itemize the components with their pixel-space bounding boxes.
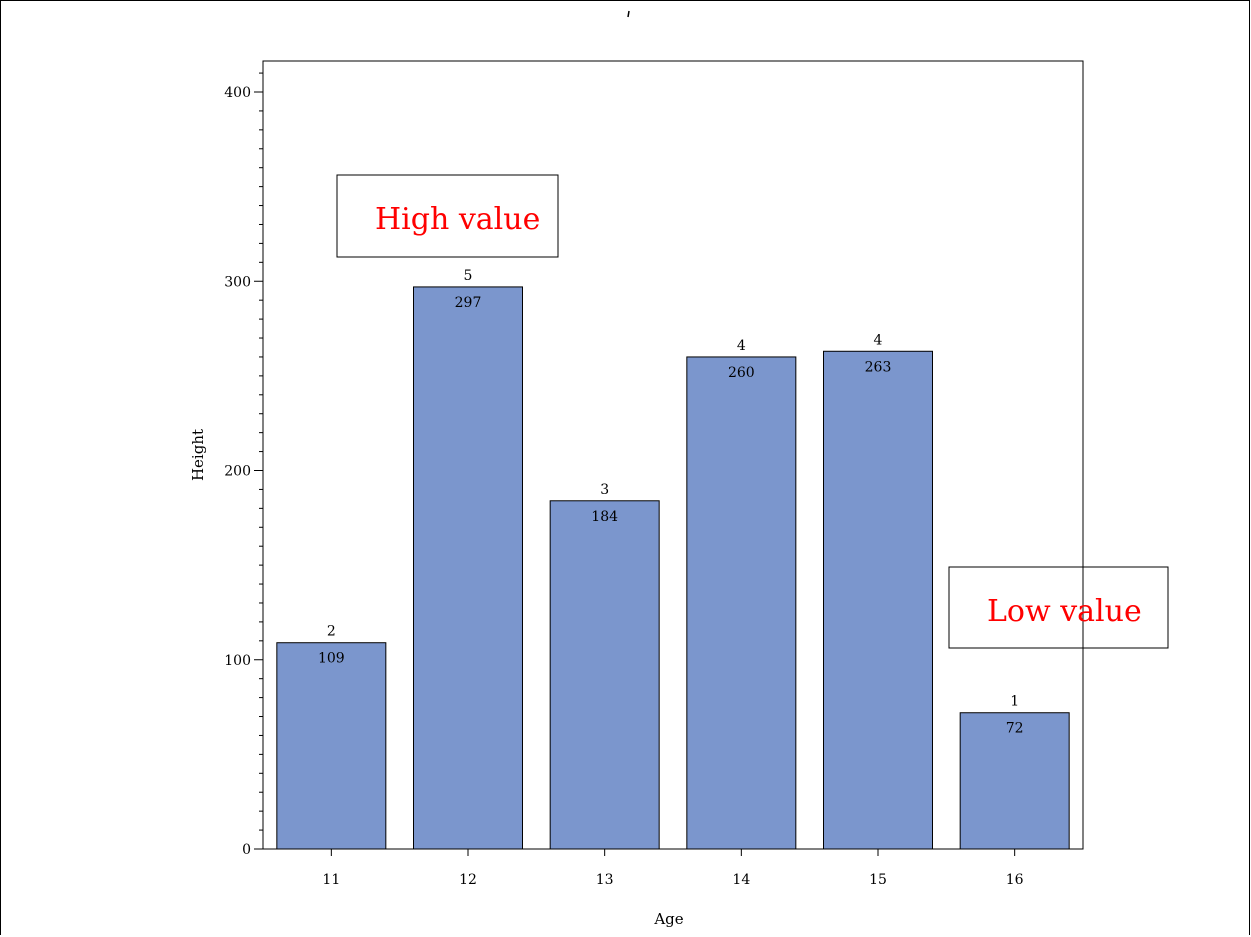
bar-count-label: 1 [1010,694,1019,710]
y-tick-label: 0 [242,842,251,858]
y-tick-label: 200 [224,464,251,480]
bar-14 [686,356,797,850]
bar-13 [549,500,660,850]
x-tick-label: 12 [459,872,477,888]
bar-count-label: 4 [874,332,883,348]
bar-count-label: 4 [737,338,746,354]
bar-value-label: 260 [728,365,755,381]
y-tick-label: 100 [224,653,251,669]
y-tick-label: 300 [224,274,251,290]
x-axis: 11 12 13 14 15 16 [322,849,1024,888]
x-tick-label: 14 [732,872,750,888]
annotation-high-box [336,174,559,258]
bar-16 [959,712,1070,850]
bar-15 [823,350,933,850]
bar-count-label: 2 [327,624,336,640]
bar-value-label: 184 [591,509,618,525]
x-tick-label: 15 [869,872,887,888]
bar-value-label: 109 [318,651,345,667]
bar-11 [276,642,387,850]
bar-value-label: 297 [455,295,482,311]
bar-value-label: 72 [1006,721,1024,737]
x-axis-title: Age [653,910,683,928]
bar-count-label: 5 [464,268,473,284]
y-axis-title: Height [189,429,207,481]
y-axis: 0 100 200 300 400 [224,72,263,858]
bars-group: 109 2 297 5 184 3 260 4 263 4 72 1 [276,268,1070,850]
x-tick-label: 11 [322,872,340,888]
y-tick-label: 400 [224,85,251,101]
bar-12 [413,286,523,850]
bar-count-label: 3 [600,482,609,498]
bar-value-label: 263 [865,359,892,375]
annotation-high-text: High value [375,202,540,237]
x-tick-label: 16 [1006,872,1024,888]
annotation-high-value: High value [336,174,559,258]
plot-area-frame [262,60,1084,850]
stray-tick-mark [627,10,630,18]
x-tick-label: 13 [596,872,614,888]
